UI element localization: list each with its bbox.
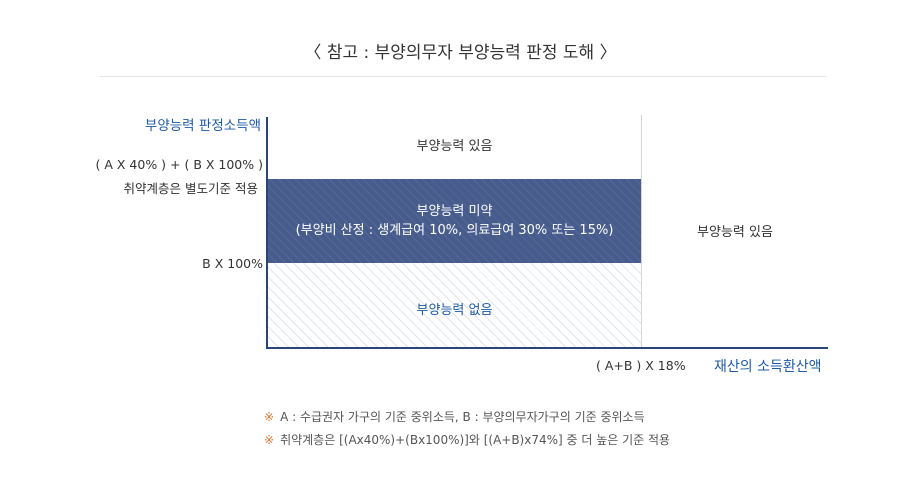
title-divider <box>100 76 827 77</box>
zone-capable-upper-label: 부양능력 있음 <box>416 139 493 154</box>
footnote-text: 취약계층은 [(Ax40%)+(Bx100%)]와 [(A+B)x74%] 중 … <box>280 433 671 447</box>
y-axis <box>266 117 268 349</box>
y-threshold-upper-note: 취약계층은 별도기준 적용 <box>123 181 258 196</box>
footnote-text: A : 수급권자 가구의 기준 중위소득, B : 부양의무자가구의 기준 중위… <box>280 410 645 424</box>
zone-no-capability-label: 부양능력 없음 <box>416 303 493 318</box>
zone-no-capability: 부양능력 없음 <box>268 263 641 347</box>
zone-weak-capability: 부양능력 미약 (부양비 산정 : 생계급여 10%, 의료급여 30% 또는 … <box>268 179 641 263</box>
y-threshold-upper-label: ( A X 40% ) + ( B X 100% ) <box>95 157 264 172</box>
y-threshold-lower-label: B X 100% <box>202 256 263 271</box>
footnote: ※ 취약계층은 [(Ax40%)+(Bx100%)]와 [(A+B)x74%] 중… <box>264 431 670 448</box>
note-mark-icon: ※ <box>264 410 275 424</box>
x-axis <box>266 347 828 349</box>
x-threshold-label: ( A+B ) X 18% <box>596 358 686 373</box>
zone-weak-label: 부양능력 미약 <box>416 204 493 219</box>
zone-capable-right-label: 부양능력 있음 <box>697 225 773 240</box>
y-axis-title: 부양능력 판정소득액 <box>144 118 261 134</box>
page-title: 〈 참고 : 부양의무자 부양능력 판정 도해 〉 <box>304 43 617 63</box>
x-axis-title: 재산의 소득환산액 <box>714 359 822 375</box>
zone-weak-detail: (부양비 산정 : 생계급여 10%, 의료급여 30% 또는 15%) <box>295 223 614 238</box>
note-mark-icon: ※ <box>264 433 275 447</box>
zone-capable-right: 부양능력 있음 <box>642 117 828 347</box>
footnote: ※ A : 수급권자 가구의 기준 중위소득, B : 부양의무자가구의 기준 중… <box>264 408 645 425</box>
zone-capable-upper: 부양능력 있음 <box>268 117 641 179</box>
x-threshold-divider <box>641 115 642 347</box>
